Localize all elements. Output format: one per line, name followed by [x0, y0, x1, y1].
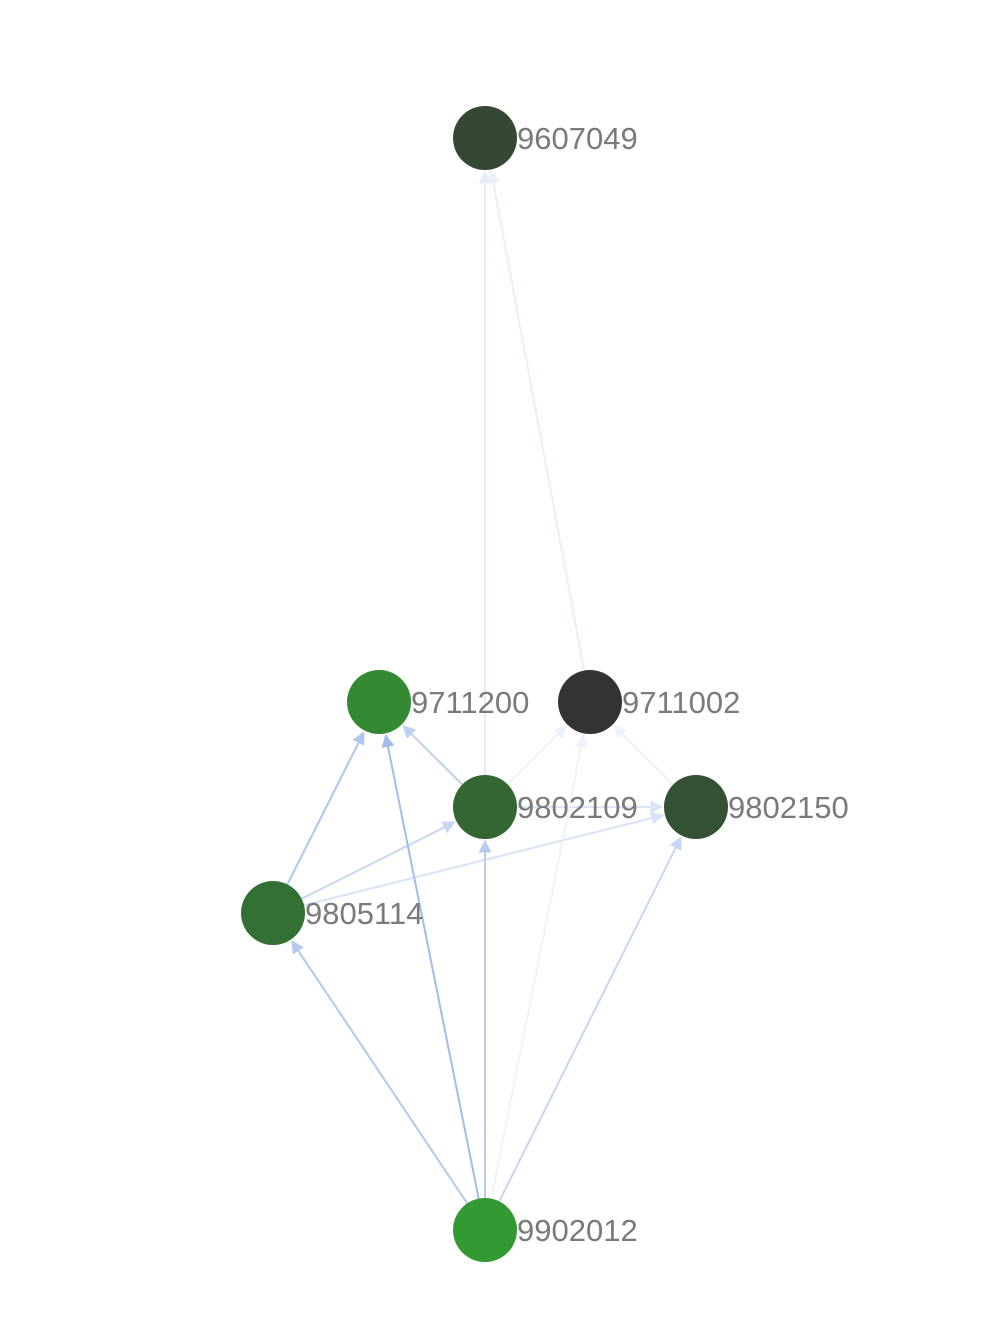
- edge-9902012-to-9805114: [291, 940, 469, 1204]
- node-label: 9711002: [622, 685, 740, 720]
- edge-9802109-to-9711200: [402, 725, 463, 786]
- edge-9711002-to-9607049: [486, 170, 586, 671]
- node-9607049[interactable]: 9607049: [453, 106, 638, 170]
- node-9802150[interactable]: 9802150: [664, 775, 849, 839]
- edge-9805114-to-9802150: [303, 811, 665, 907]
- node-9902012[interactable]: 9902012: [453, 1198, 638, 1262]
- node-9711200[interactable]: 9711200: [347, 670, 529, 734]
- node-circle[interactable]: [453, 1198, 517, 1262]
- edge-9902012-to-9802150: [498, 836, 682, 1202]
- node-label: 9802150: [728, 790, 849, 825]
- node-layer: 9607049 9711200 9711002 9802109 9802150 98051…: [241, 106, 849, 1262]
- node-label: 9802109: [517, 790, 638, 825]
- node-label: 9902012: [517, 1213, 638, 1248]
- node-circle[interactable]: [241, 881, 305, 945]
- node-9802109[interactable]: 9802109: [453, 775, 638, 839]
- node-circle[interactable]: [558, 670, 622, 734]
- node-circle[interactable]: [453, 775, 517, 839]
- edge-layer: [286, 170, 682, 1204]
- node-label: 9711200: [411, 685, 529, 720]
- node-9805114[interactable]: 9805114: [241, 881, 423, 945]
- node-label: 9607049: [517, 121, 638, 156]
- edge-9902012-to-9711200: [381, 734, 480, 1199]
- edge-9802150-to-9711002: [613, 725, 674, 786]
- edge-9805114-to-9711200: [286, 731, 365, 885]
- edge-9802109-to-9711002: [506, 725, 567, 786]
- edge-9902012-to-9711002: [490, 734, 588, 1199]
- node-circle[interactable]: [347, 670, 411, 734]
- node-9711002[interactable]: 9711002: [558, 670, 740, 734]
- node-circle[interactable]: [453, 106, 517, 170]
- node-label: 9805114: [305, 896, 423, 931]
- node-circle[interactable]: [664, 775, 728, 839]
- edge-9805114-to-9802109: [301, 821, 456, 900]
